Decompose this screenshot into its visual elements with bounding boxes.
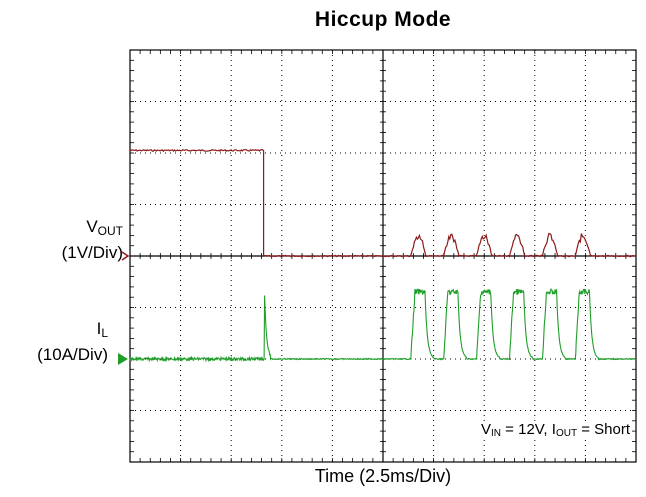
vout-ground-marker [121,251,130,261]
vin-symbol: V [481,421,492,438]
test-conditions: VIN = 12V, IOUT = Short [479,421,632,439]
vout-name: V [86,217,98,236]
vout-channel-label: VOUT (1V/Div) [62,216,123,264]
iout-sub: OUT [555,428,578,439]
il-scale: (10A/Div) [37,345,108,364]
il-channel-label: IL (10A/Div) [37,318,108,366]
x-axis-label: Time (2.5ms/Div) [314,466,452,486]
iout-symbol: I [551,421,556,438]
il-trace [129,287,637,363]
vout-scale: (1V/Div) [61,243,123,262]
iout-value: = Short [577,421,630,438]
vin-sub: IN [491,428,502,439]
il-name: I [96,319,102,338]
vout-trace [129,148,637,258]
vin-value: = 12V, [501,421,552,438]
vout-name-sub: OUT [97,224,123,238]
il-name-sub: L [101,326,108,340]
il-ground-marker [118,353,128,365]
chart-title: Hiccup Mode [314,8,452,31]
